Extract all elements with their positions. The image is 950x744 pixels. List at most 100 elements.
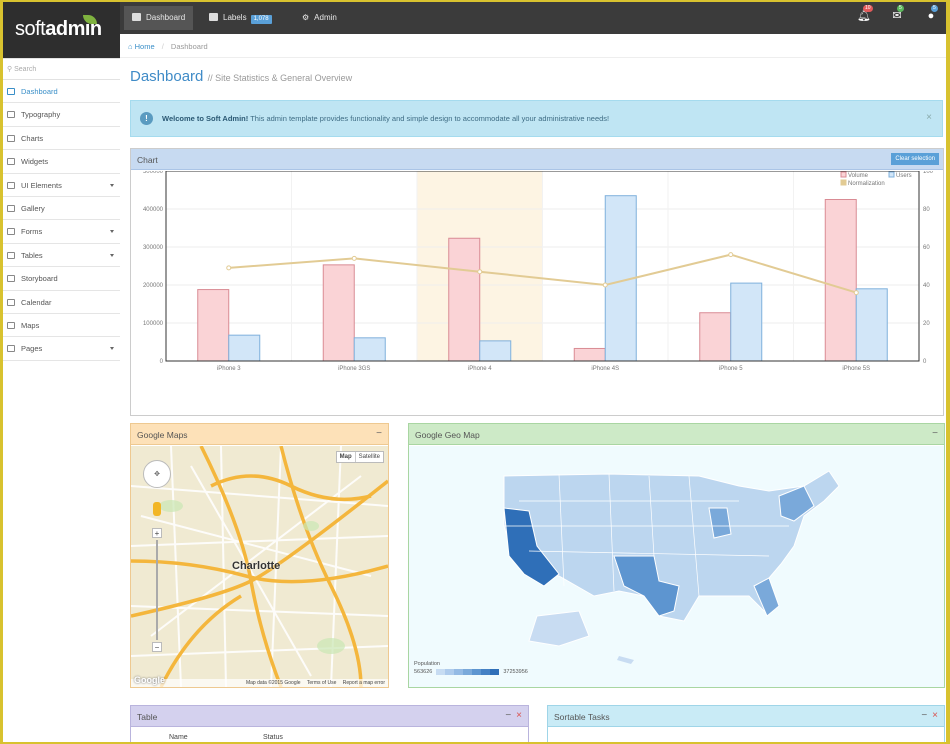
close-icon[interactable]: × xyxy=(926,112,932,123)
sidebar: ⚲ Search Dashboard Typography Charts Widget… xyxy=(3,58,120,742)
sidebar-item-gallery[interactable]: Gallery xyxy=(3,197,120,221)
tables-icon xyxy=(7,251,15,259)
map-type-map-button[interactable]: Map xyxy=(337,452,356,462)
zoom-out-button[interactable]: − xyxy=(152,642,162,652)
sidebar-item-storyboard[interactable]: Storyboard xyxy=(3,267,120,291)
nav-dashboard-label: Dashboard xyxy=(146,13,186,22)
bar-users-2[interactable] xyxy=(479,340,512,362)
population-scale-bar: 563626 37253956 xyxy=(414,669,528,675)
close-icon[interactable]: × xyxy=(516,710,522,721)
population-legend-title: Population xyxy=(414,661,440,667)
line-normalization[interactable] xyxy=(228,253,857,294)
sidebar-item-label: Charts xyxy=(21,133,44,143)
user-icon[interactable]: ● 5 xyxy=(927,5,938,22)
population-max: 37253956 xyxy=(503,669,528,675)
minimize-icon[interactable]: − xyxy=(932,428,938,439)
point-normalization-5[interactable] xyxy=(853,290,859,296)
column-header-name[interactable]: Name xyxy=(169,734,188,741)
sidebar-item-charts[interactable]: Charts xyxy=(3,127,120,151)
minimize-icon[interactable]: − xyxy=(376,428,382,439)
geo-map-header: Google Geo Map − xyxy=(409,424,944,445)
gallery-icon xyxy=(7,204,15,212)
sidebar-item-typography[interactable]: Typography xyxy=(3,103,120,127)
point-normalization-1[interactable] xyxy=(351,255,357,261)
sidebar-item-ui-elements[interactable]: UI Elements xyxy=(3,174,120,197)
brand-soft: soft xyxy=(15,18,46,40)
map-type-satellite-button[interactable]: Satellite xyxy=(358,454,380,460)
geo-map-title: Google Geo Map xyxy=(415,430,480,440)
pages-icon xyxy=(7,345,15,353)
us-choropleth xyxy=(503,470,840,664)
legend-label-users: Users xyxy=(896,173,912,179)
sidebar-item-tables[interactable]: Tables xyxy=(3,244,120,268)
bar-users-5[interactable] xyxy=(855,288,888,362)
sidebar-item-maps[interactable]: Maps xyxy=(3,314,120,338)
maps-icon xyxy=(7,321,15,329)
sidebar-item-dashboard[interactable]: Dashboard xyxy=(3,80,120,104)
point-normalization-3[interactable] xyxy=(602,282,608,288)
mail-icon[interactable]: ✉ 5 xyxy=(892,5,904,22)
legend-swatch-normalization xyxy=(840,179,847,186)
gear-icon: ⚙ xyxy=(302,13,310,22)
point-normalization-2[interactable] xyxy=(477,269,483,275)
google-maps-title: Google Maps xyxy=(137,430,188,440)
minimize-icon[interactable]: − xyxy=(921,710,928,721)
y-tick-label: 0 xyxy=(160,359,164,365)
nav-dashboard[interactable]: Dashboard xyxy=(124,6,194,30)
sidebar-item-widgets[interactable]: Widgets xyxy=(3,150,120,174)
notifications-count-badge: 10 xyxy=(863,5,873,12)
street-view-pegman-icon[interactable] xyxy=(153,502,161,516)
combo-chart[interactable]: 0 100000 200000 300000 400000 500000 0 20 40 60 80… xyxy=(131,171,943,415)
column-header-status[interactable]: Status xyxy=(263,734,283,741)
app-window: Dashboard Labels 1,078 ⚙ Admin 🔔︎ 10 ✉ 5 ● 5 … xyxy=(3,2,946,742)
close-icon[interactable]: × xyxy=(932,710,938,721)
page-subtitle: // Site Statistics & General Overview xyxy=(207,73,353,83)
clear-selection-button[interactable]: Clear selection xyxy=(891,153,939,165)
storyboard-icon xyxy=(7,275,15,283)
report-map-error-link[interactable]: Report a map error xyxy=(342,680,385,686)
sortable-tasks-header: Sortable Tasks − × xyxy=(548,706,944,727)
y2-tick-label: 80 xyxy=(923,207,930,213)
map-type-control: Map Satellite xyxy=(335,451,384,463)
geo-map[interactable]: Population 563626 37253956 xyxy=(409,446,944,687)
bar-volume-1[interactable] xyxy=(322,264,355,362)
sidebar-item-forms[interactable]: Forms xyxy=(3,220,120,244)
search-input[interactable]: ⚲ Search xyxy=(3,58,120,80)
nav-admin[interactable]: ⚙ Admin xyxy=(294,6,345,30)
sidebar-item-label: Typography xyxy=(21,110,61,120)
chevron-down-icon xyxy=(110,230,114,234)
point-normalization-4[interactable] xyxy=(728,252,734,258)
point-normalization-0[interactable] xyxy=(226,265,232,271)
zoom-slider[interactable] xyxy=(156,540,158,640)
pan-control[interactable]: ✥ xyxy=(143,460,171,488)
table-panel-header: Table − × xyxy=(131,706,528,727)
y2-tick-label: 0 xyxy=(923,359,927,365)
bar-users-1[interactable] xyxy=(353,337,386,362)
notifications-bell-icon[interactable]: 🔔︎ 10 xyxy=(857,5,873,22)
bar-volume-3[interactable] xyxy=(573,347,606,362)
y2-tick-label: 60 xyxy=(923,245,930,251)
legend-swatch-users xyxy=(888,171,895,178)
sidebar-item-label: Calendar xyxy=(21,297,52,307)
y2-tick-label: 40 xyxy=(923,283,930,289)
legend-label-volume: Volume xyxy=(848,173,869,179)
terms-of-use-link[interactable]: Terms of Use xyxy=(306,680,337,686)
minimize-icon[interactable]: − xyxy=(505,710,512,721)
sidebar-item-label: UI Elements xyxy=(21,180,62,190)
bar-users-0[interactable] xyxy=(228,334,261,362)
nav-labels[interactable]: Labels 1,078 xyxy=(201,6,280,30)
bar-volume-0[interactable] xyxy=(197,289,230,362)
bar-volume-5[interactable] xyxy=(824,199,857,362)
sidebar-item-pages[interactable]: Pages xyxy=(3,337,120,361)
breadcrumb-home[interactable]: ⌂ Home xyxy=(128,42,155,51)
info-icon: ! xyxy=(140,112,153,125)
bar-volume-2[interactable] xyxy=(448,237,481,362)
user-count-badge: 5 xyxy=(931,5,938,12)
brand-logo[interactable]: softadmin xyxy=(3,2,120,58)
forms-icon xyxy=(7,228,15,236)
sidebar-item-calendar[interactable]: Calendar xyxy=(3,291,120,314)
bar-volume-4[interactable] xyxy=(699,312,732,362)
bar-users-4[interactable] xyxy=(730,282,763,362)
street-map[interactable]: ✥ + − Map Satellite Charlotte Map data ©2… xyxy=(131,446,388,687)
zoom-in-button[interactable]: + xyxy=(152,528,162,538)
